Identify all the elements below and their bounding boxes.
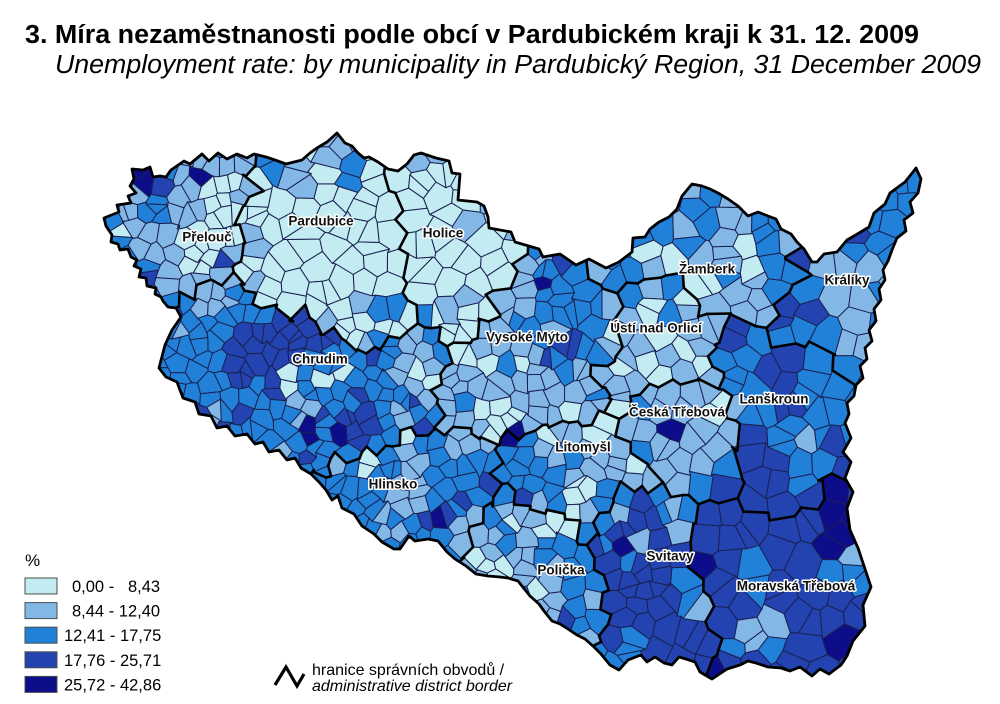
- svg-text:Chrudim: Chrudim: [292, 352, 348, 367]
- svg-text:Žamberk: Žamberk: [679, 262, 736, 277]
- svg-text:Česká Třebová: Česká Třebová: [629, 405, 726, 420]
- svg-text:Přelouč: Přelouč: [182, 230, 232, 245]
- svg-text:8,44 - 12,40: 8,44 - 12,40: [72, 603, 160, 621]
- svg-text:Hlinsko: Hlinsko: [369, 477, 418, 492]
- svg-text:Pardubice: Pardubice: [288, 214, 354, 229]
- svg-text:Lanškroun: Lanškroun: [739, 392, 808, 407]
- svg-text:0,00 - 8,43: 0,00 - 8,43: [72, 578, 160, 596]
- svg-text:12,41 - 17,75: 12,41 - 17,75: [64, 627, 161, 645]
- svg-text:Litomyšl: Litomyšl: [555, 440, 611, 455]
- svg-text:17,76 - 25,71: 17,76 - 25,71: [64, 652, 161, 670]
- svg-text:Ústí nad Orlicí: Ústí nad Orlicí: [610, 321, 703, 336]
- svg-text:3. Míra nezaměstnanosti podle: 3. Míra nezaměstnanosti podle obcí v Par…: [25, 21, 919, 49]
- svg-text:Králíky: Králíky: [824, 273, 870, 288]
- svg-text:Unemployment rate: by municipa: Unemployment rate: by municipality in Pa…: [55, 51, 981, 79]
- svg-text:25,72 - 42,86: 25,72 - 42,86: [64, 676, 161, 694]
- svg-text:administrative district border: administrative district border: [312, 678, 513, 695]
- svg-text:Holice: Holice: [423, 226, 464, 241]
- svg-text:Svitavy: Svitavy: [646, 549, 694, 564]
- svg-text:hranice správních obvodů /: hranice správních obvodů /: [312, 661, 505, 679]
- svg-text:Moravská Třebová: Moravská Třebová: [737, 579, 856, 594]
- svg-text:%: %: [25, 551, 40, 570]
- svg-text:Vysoké Mýto: Vysoké Mýto: [486, 330, 568, 345]
- svg-text:Polička: Polička: [537, 563, 585, 578]
